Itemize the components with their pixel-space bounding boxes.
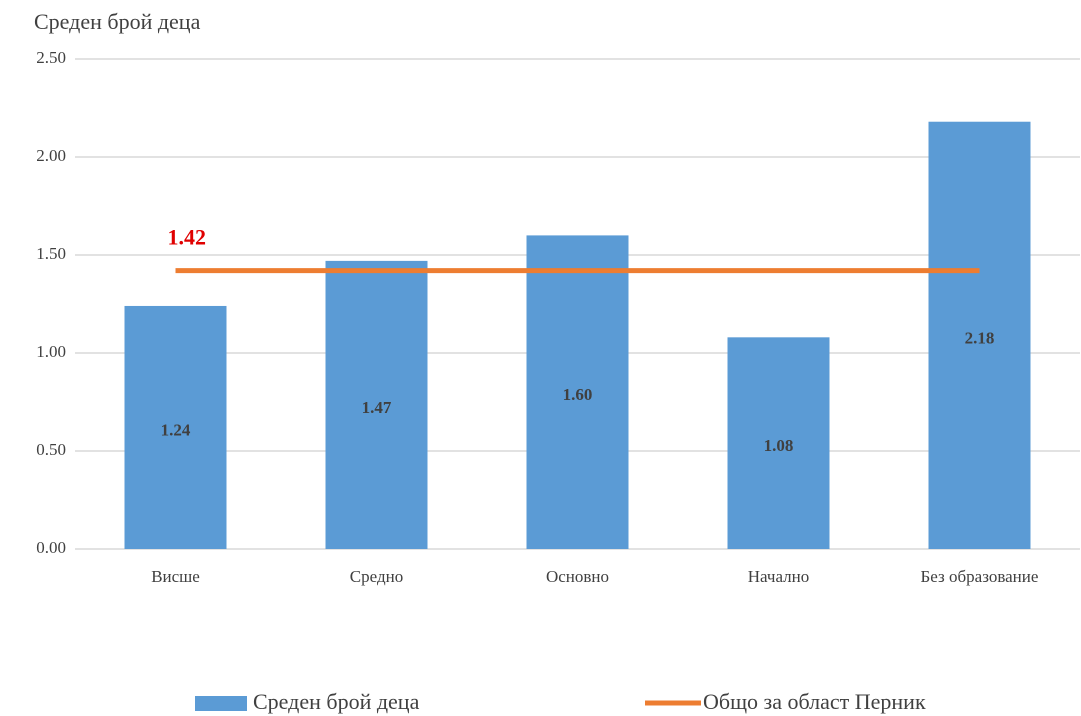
y-tick-label: 1.00 [36,342,66,361]
legend-swatch [195,696,247,711]
data-label: 1.08 [764,436,794,455]
data-label: 1.60 [563,385,593,404]
legend-label: Общо за област Перник [703,689,926,714]
y-tick-label: 0.50 [36,440,66,459]
bar [325,260,428,549]
data-label: 1.24 [161,420,191,439]
y-tick-label: 2.50 [36,48,66,67]
y-tick-label: 1.50 [36,244,66,263]
y-axis-title: Среден брой деца [34,9,201,34]
x-tick-label: Основно [546,567,609,586]
legend-label: Среден брой деца [253,689,420,714]
line-label: 1.42 [168,225,207,250]
x-tick-label: Висше [151,567,200,586]
bar [928,121,1031,549]
y-tick-label: 2.00 [36,146,66,165]
bar [526,235,629,549]
y-tick-label: 0.00 [36,538,66,557]
bar [727,337,830,549]
x-tick-label: Начално [748,567,809,586]
bar [124,305,227,549]
data-label: 1.47 [362,398,392,417]
data-label: 2.18 [965,328,995,347]
x-tick-label: Без образование [921,567,1039,586]
x-tick-label: Средно [350,567,403,586]
